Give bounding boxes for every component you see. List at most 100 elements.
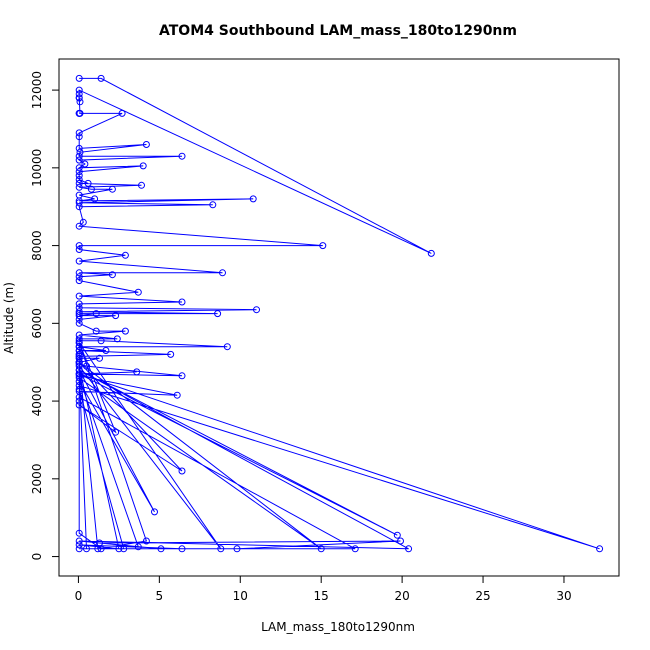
data-point <box>108 185 116 193</box>
data-point <box>427 249 435 257</box>
x-axis: 0 5 10 15 20 25 30 <box>75 575 572 603</box>
data-point <box>96 354 103 362</box>
x-tick-label: 20 <box>394 589 409 603</box>
data-point <box>75 199 83 207</box>
y-axis-label: Altitude (m) <box>2 282 16 354</box>
data-point <box>91 195 99 203</box>
x-tick-label: 5 <box>156 589 164 603</box>
data-point <box>75 94 83 102</box>
data-point <box>397 537 404 545</box>
data-point <box>75 362 83 370</box>
data-point <box>405 545 413 553</box>
x-tick-label: 25 <box>475 589 490 603</box>
data-point <box>118 109 126 117</box>
data-point <box>75 277 83 285</box>
data-point <box>75 156 83 164</box>
data-point <box>219 269 226 277</box>
data-point <box>75 176 83 183</box>
data-point <box>76 98 84 106</box>
data-point <box>92 327 100 335</box>
data-point <box>139 162 147 170</box>
y-tick-label: 10000 <box>30 149 44 187</box>
x-tick-label: 30 <box>556 589 571 603</box>
data-point <box>75 129 83 137</box>
data-point <box>75 273 83 281</box>
data-point <box>121 251 129 259</box>
data-point <box>75 374 83 382</box>
data-point <box>75 168 83 176</box>
data-point <box>157 545 165 553</box>
data-point <box>83 545 90 553</box>
data-point <box>112 312 120 320</box>
x-axis-label: LAM_mass_180to1290nm <box>261 620 415 634</box>
data-point <box>87 185 95 193</box>
data-point <box>214 310 222 318</box>
data-point <box>81 160 89 168</box>
data-point <box>75 541 83 549</box>
data-point <box>75 312 83 320</box>
data-point <box>178 545 186 553</box>
x-tick-label: 15 <box>314 589 329 603</box>
data-point <box>84 179 92 187</box>
data-point <box>233 545 241 553</box>
data-point <box>249 195 257 203</box>
data-point <box>120 545 128 553</box>
data-point <box>75 343 83 351</box>
data-point <box>133 368 141 376</box>
data-point <box>178 152 186 160</box>
data-point <box>178 372 186 380</box>
data-point <box>317 545 325 553</box>
series-line <box>77 77 600 550</box>
data-point <box>75 354 83 362</box>
data-point <box>75 378 83 386</box>
data-point <box>75 545 83 553</box>
data-point <box>75 385 83 393</box>
data-point <box>253 306 260 314</box>
data-point <box>75 319 83 327</box>
data-point <box>75 242 83 250</box>
data-point <box>75 300 83 308</box>
data-point <box>151 508 158 516</box>
data-point <box>223 343 231 351</box>
data-point <box>167 350 175 358</box>
data-point <box>79 218 87 226</box>
data-point <box>217 545 225 553</box>
data-point <box>142 141 150 148</box>
data-point <box>102 347 110 354</box>
data-point <box>75 74 83 82</box>
y-tick-label: 0 <box>30 553 44 561</box>
data-point <box>75 269 83 277</box>
data-point <box>173 391 181 399</box>
data-point <box>319 242 327 250</box>
plot-frame <box>58 58 620 577</box>
data-point <box>75 222 83 230</box>
data-point <box>75 529 83 537</box>
data-point <box>142 537 150 545</box>
x-tick-label: 10 <box>233 589 248 603</box>
data-point <box>75 339 83 347</box>
data-point <box>113 335 121 343</box>
data-point <box>209 201 217 209</box>
y-tick-label: 12000 <box>30 71 44 109</box>
data-point <box>596 545 604 553</box>
data-point <box>138 181 145 189</box>
data-point <box>75 246 83 253</box>
y-tick-label: 2000 <box>30 464 44 495</box>
data-point <box>75 358 83 366</box>
data-point <box>75 315 83 323</box>
data-point <box>75 172 83 180</box>
data-point <box>121 327 129 335</box>
data-point <box>75 308 83 316</box>
data-point <box>75 401 83 409</box>
data-point <box>75 164 83 172</box>
data-point <box>75 133 83 141</box>
data-point <box>75 393 83 401</box>
data-point <box>351 545 359 553</box>
data-point <box>75 347 83 354</box>
data-point <box>393 531 401 539</box>
data-point <box>75 397 83 405</box>
y-tick-label: 8000 <box>30 230 44 261</box>
data-point <box>96 539 103 547</box>
data-point <box>83 362 90 370</box>
